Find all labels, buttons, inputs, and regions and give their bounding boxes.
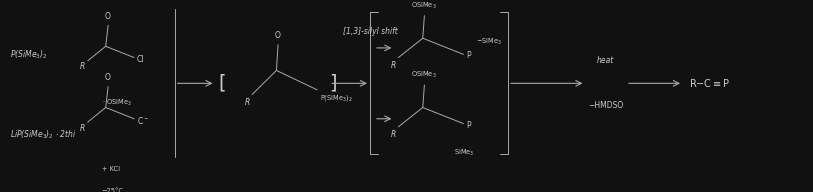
Text: R: R (80, 62, 85, 71)
Text: SiMe$_3$: SiMe$_3$ (454, 147, 474, 158)
Text: R$-$C$\equiv$P: R$-$C$\equiv$P (689, 77, 731, 89)
Text: OSiMe$_3$: OSiMe$_3$ (411, 1, 437, 11)
Text: R: R (391, 130, 396, 139)
Text: P(SiMe$_3$)$_2$: P(SiMe$_3$)$_2$ (320, 93, 352, 103)
Text: C$^-$: C$^-$ (137, 115, 149, 126)
Text: $-$SiMe$_3$: $-$SiMe$_3$ (476, 36, 502, 47)
Text: [: [ (218, 74, 225, 93)
Text: $\cdot$ OSiMe$_3$: $\cdot$ OSiMe$_3$ (102, 98, 132, 108)
Text: LiP(SiMe$_3$)$_2$ $\cdot$ 2thi: LiP(SiMe$_3$)$_2$ $\cdot$ 2thi (10, 129, 76, 141)
Text: [1,3]-silyl shift: [1,3]-silyl shift (342, 27, 398, 36)
Text: OSiMe$_3$: OSiMe$_3$ (411, 70, 437, 80)
Text: O: O (104, 12, 111, 21)
Text: heat: heat (597, 56, 615, 65)
Text: R: R (80, 124, 85, 133)
Text: R: R (245, 98, 250, 107)
Text: P(SiMe$_3$)$_2$: P(SiMe$_3$)$_2$ (10, 48, 47, 61)
Text: Cl: Cl (137, 55, 144, 64)
Text: O: O (104, 73, 111, 82)
Text: R: R (391, 61, 396, 70)
Text: O: O (274, 31, 280, 40)
Text: −HMDSO: −HMDSO (588, 101, 624, 110)
Text: P: P (466, 51, 471, 60)
Text: + KCl: + KCl (102, 166, 120, 172)
Text: P: P (466, 121, 471, 130)
Text: ]: ] (329, 74, 337, 93)
Text: −25°C: −25°C (102, 188, 124, 192)
